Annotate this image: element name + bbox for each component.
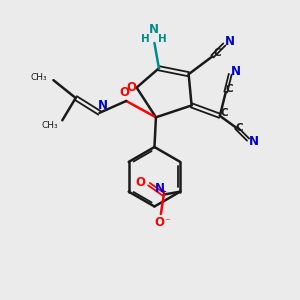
Text: C: C [220,108,228,118]
Text: CH₃: CH₃ [41,121,58,130]
Text: N: N [231,65,241,78]
Text: C: C [226,84,233,94]
Text: C: C [213,48,221,59]
Text: O: O [126,81,136,94]
Text: N: N [249,135,259,148]
Text: O: O [120,86,130,99]
Text: +: + [160,189,166,195]
Text: ⁻: ⁻ [164,217,170,227]
Text: O: O [136,176,146,189]
Text: H: H [158,34,167,44]
Text: N: N [98,99,107,112]
Text: H: H [141,34,150,44]
Text: CH₃: CH₃ [30,73,47,82]
Text: N: N [154,182,164,194]
Text: N: N [149,23,159,36]
Text: O: O [154,216,164,229]
Text: N: N [225,35,235,48]
Text: C: C [236,123,244,133]
